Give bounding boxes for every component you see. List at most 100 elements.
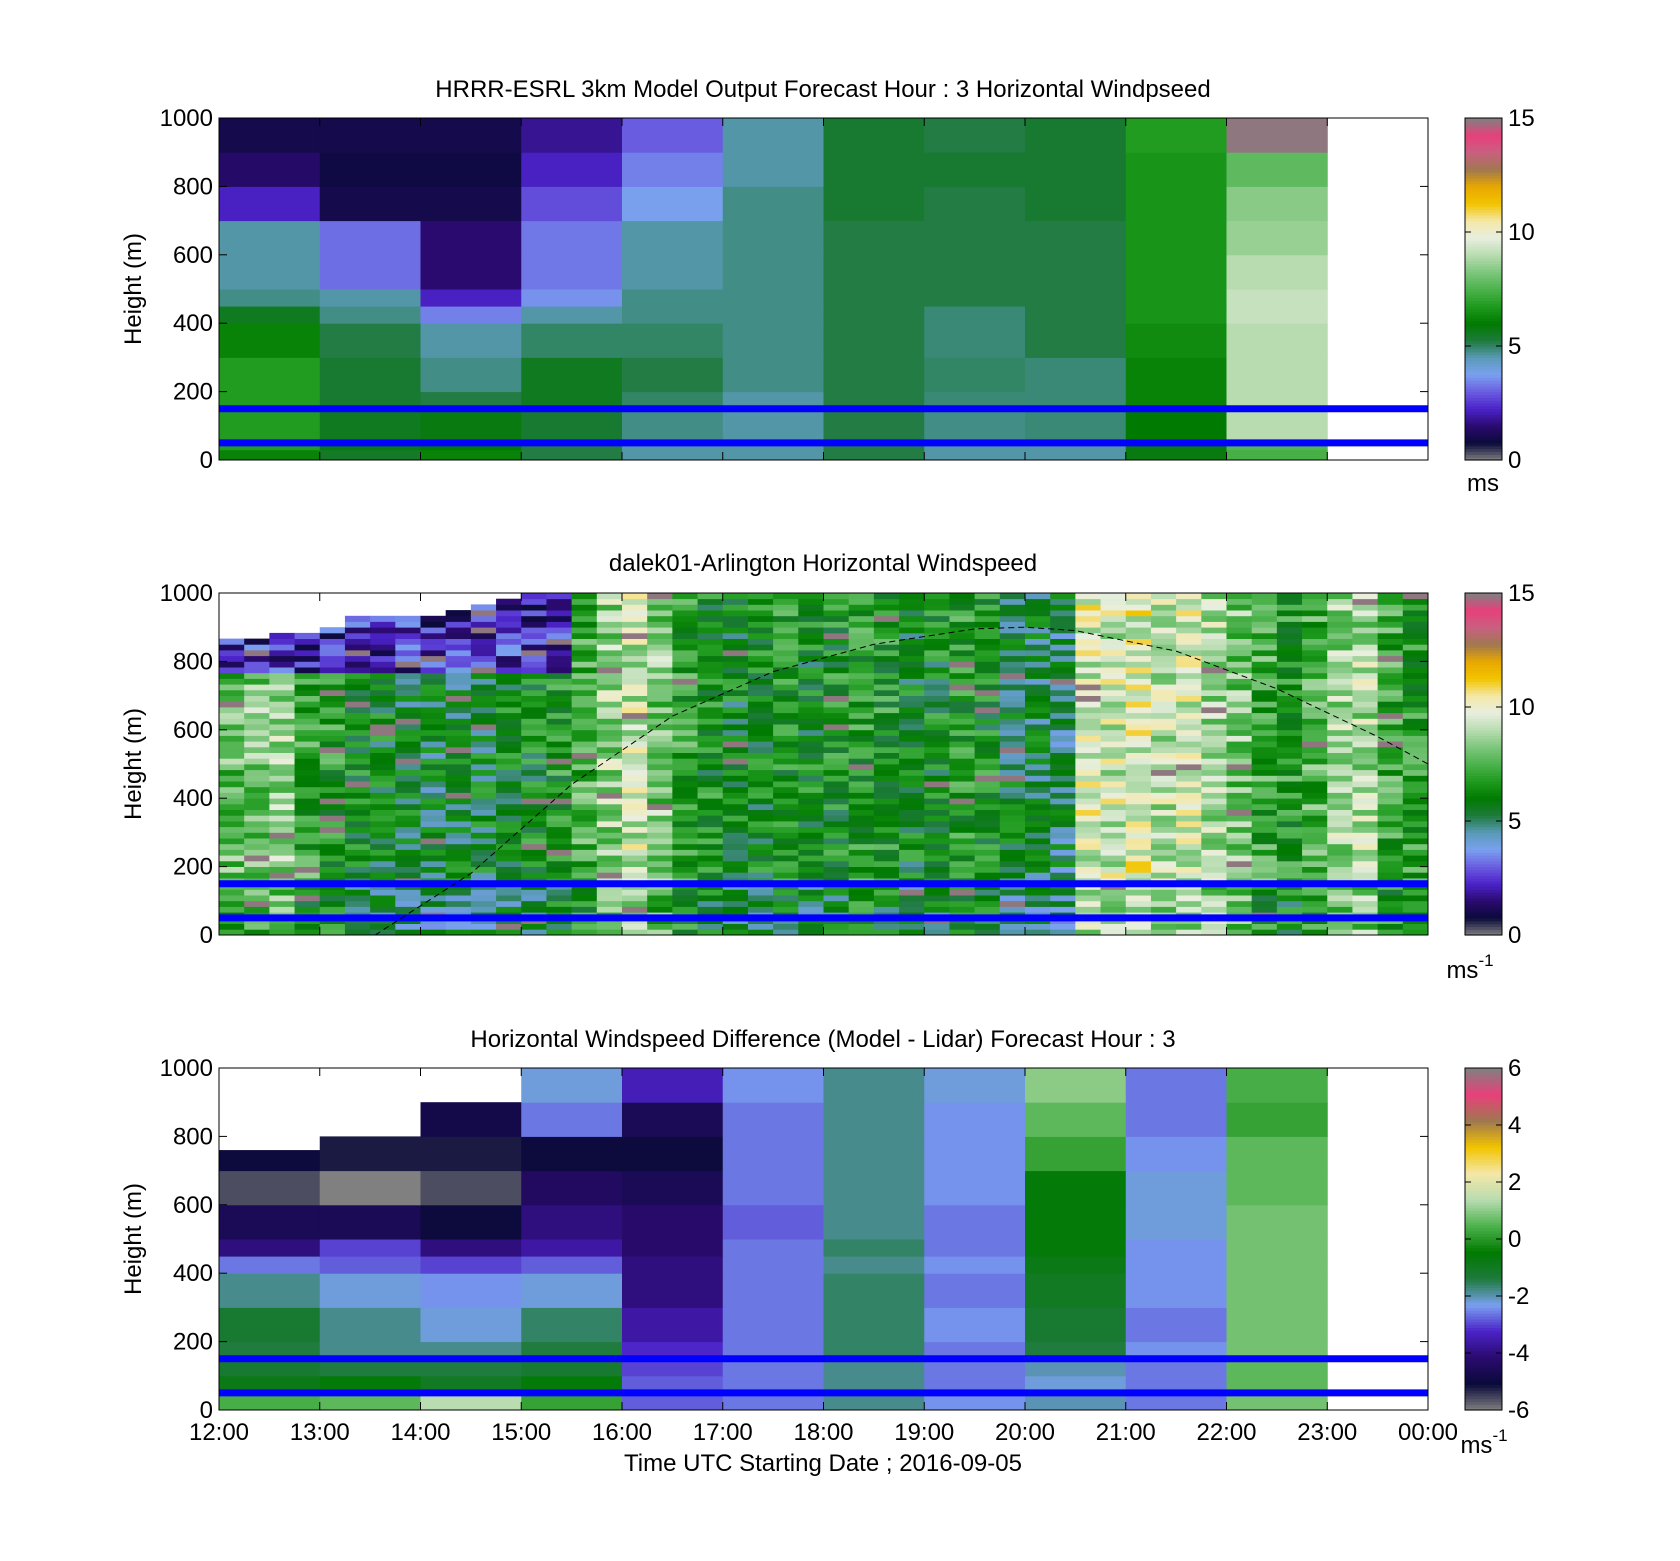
colorbar-swatch <box>1465 872 1502 876</box>
heatmap-cell <box>1050 724 1076 731</box>
heatmap-cell <box>521 826 547 833</box>
heatmap-cell <box>1302 604 1328 611</box>
heatmap-cell <box>219 712 245 719</box>
colorbar-swatch <box>1465 627 1502 631</box>
heatmap-cell <box>244 895 270 902</box>
heatmap-cell <box>521 1204 623 1240</box>
heatmap-cell <box>445 764 472 771</box>
heatmap-cell <box>1251 826 1278 833</box>
heatmap-cell <box>924 604 950 611</box>
heatmap-cell <box>1150 798 1177 805</box>
heatmap-cell <box>1377 900 1404 907</box>
heatmap-cell <box>622 1307 724 1343</box>
heatmap-cell <box>596 843 623 850</box>
heatmap-cell <box>420 357 522 393</box>
heatmap-cell <box>521 872 547 879</box>
heatmap-cell <box>1201 855 1227 862</box>
heatmap-cell <box>798 866 824 873</box>
heatmap-cell <box>269 632 295 639</box>
heatmap-cell <box>1377 650 1404 657</box>
heatmap-cell <box>848 758 875 765</box>
heatmap-cell <box>546 741 573 748</box>
heatmap-cell <box>269 798 295 805</box>
heatmap-cell <box>219 923 245 930</box>
heatmap-cell <box>722 741 749 748</box>
heatmap-cell <box>546 615 573 622</box>
heatmap-cell <box>395 644 421 651</box>
colorbar-swatch <box>1465 1173 1502 1177</box>
heatmap-cell <box>1100 792 1127 799</box>
heatmap-cell <box>823 684 850 691</box>
heatmap-cell <box>319 764 346 771</box>
colorbar-swatch <box>1465 314 1502 319</box>
heatmap-cell <box>496 701 522 708</box>
heatmap-cell <box>370 735 396 742</box>
colorbar-swatch <box>1465 1335 1502 1340</box>
colorbar-swatch <box>1465 306 1502 310</box>
heatmap-cell <box>999 712 1026 719</box>
heatmap-cell <box>445 610 472 617</box>
heatmap-cell <box>873 815 900 822</box>
heatmap-cell <box>344 712 371 719</box>
heatmap-cell <box>319 809 346 816</box>
heatmap-cell <box>1075 855 1101 862</box>
heatmap-cell <box>496 689 522 696</box>
heatmap-cell <box>596 923 623 930</box>
heatmap-cell <box>999 855 1026 862</box>
heatmap-cell <box>1075 712 1101 719</box>
heatmap-cell <box>521 655 547 662</box>
heatmap-cell <box>445 667 472 674</box>
heatmap-cell <box>873 604 900 611</box>
colorbar-swatch <box>1465 1390 1502 1394</box>
heatmap-cell <box>219 809 245 816</box>
heatmap-cell <box>596 644 623 651</box>
heatmap-cell <box>1201 866 1227 873</box>
heatmap-cell <box>1125 872 1152 879</box>
heatmap-cell <box>647 695 673 702</box>
heatmap-cell <box>596 786 623 793</box>
heatmap-cell <box>823 306 925 324</box>
colorbar-swatch <box>1465 604 1502 608</box>
heatmap-cell <box>1276 610 1303 617</box>
heatmap-cell <box>1352 593 1379 600</box>
heatmap-cell <box>294 786 321 793</box>
heatmap-cell <box>1201 695 1227 702</box>
heatmap-cell <box>445 838 472 845</box>
heatmap-cell <box>1100 667 1127 674</box>
heatmap-cell <box>1100 758 1127 765</box>
heatmap-cell <box>1276 832 1303 839</box>
colorbar-swatch <box>1465 752 1502 757</box>
heatmap-cell <box>1125 1375 1227 1394</box>
heatmap-cell <box>470 906 497 913</box>
heatmap-cell <box>395 786 421 793</box>
heatmap-cell <box>924 1256 1026 1274</box>
heatmap-cell <box>319 895 346 902</box>
heatmap-cell <box>1150 718 1177 725</box>
heatmap-cell <box>420 889 447 896</box>
heatmap-cell <box>1377 786 1404 793</box>
heatmap-cell <box>470 678 497 685</box>
heatmap-cell <box>1377 598 1404 605</box>
heatmap-cell <box>1352 929 1379 935</box>
heatmap-cell <box>949 689 976 696</box>
x-tick-label: 17:00 <box>693 1419 753 1446</box>
heatmap-cell <box>672 627 698 634</box>
heatmap-cell <box>873 775 900 782</box>
heatmap-cell <box>395 695 421 702</box>
colorbar-swatch <box>1465 123 1502 128</box>
heatmap-cell <box>848 769 875 776</box>
heatmap-cell <box>672 621 698 628</box>
heatmap-cell <box>470 809 497 816</box>
colorbar-swatch <box>1465 832 1502 836</box>
heatmap-cell <box>1125 809 1152 816</box>
heatmap-cell <box>1150 684 1177 691</box>
heatmap-cell <box>873 764 900 771</box>
heatmap-cell <box>395 769 421 776</box>
heatmap-cell <box>873 781 900 788</box>
heatmap-cell <box>999 741 1026 748</box>
heatmap-cell <box>1327 803 1353 810</box>
heatmap-cell <box>244 786 270 793</box>
heatmap-cell <box>1201 798 1227 805</box>
heatmap-cell <box>773 655 799 662</box>
heatmap-cell <box>622 746 648 753</box>
